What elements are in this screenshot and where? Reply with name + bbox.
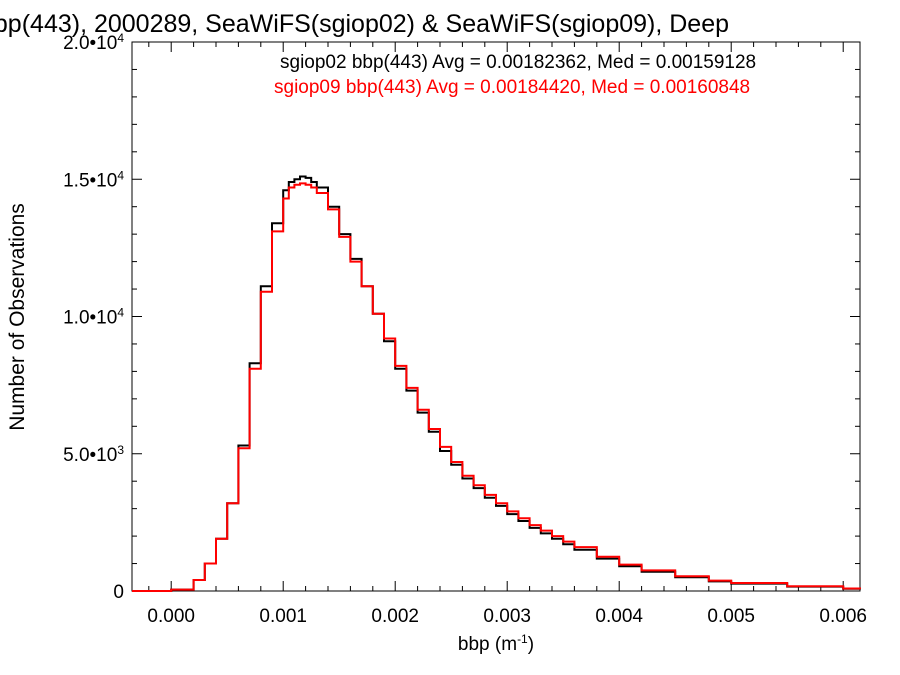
y-axis-ticks: 0 5.0•103 1.0•104 1.5•104 2.0•104 (63, 31, 860, 603)
x-tick-label: 0.006 (819, 606, 867, 627)
y-tick-label: 0 (113, 582, 124, 603)
series-sgiop09-line (132, 182, 861, 592)
x-axis-ticks: 0.000 0.001 0.002 0.003 0.004 0.005 0.006 (147, 42, 867, 627)
x-tick-label: 0.005 (707, 606, 755, 627)
legend-entry-sgiop09: sgiop09 bbp(443) Avg = 0.00184420, Med =… (274, 77, 751, 98)
x-tick-label: 0.002 (371, 606, 419, 627)
x-tick-label: 0.001 (259, 606, 307, 627)
x-tick-label: 0.003 (483, 606, 531, 627)
x-tick-label: 0.004 (595, 606, 643, 627)
y-tick-label: 2.0•104 (63, 31, 124, 54)
plot-frame (131, 41, 861, 592)
chart-title: bbp(443), 2000289, SeaWiFS(sgiop02) & Se… (0, 10, 730, 38)
series-sgiop02-line (132, 175, 861, 592)
y-tick-label: 1.0•104 (63, 306, 124, 329)
histogram-series (132, 175, 861, 592)
x-axis-label: bbp (m-1) (458, 632, 534, 655)
y-axis-label: Number of Observations (6, 203, 29, 431)
y-tick-label: 1.5•104 (63, 168, 124, 191)
x-tick-label: 0.000 (147, 606, 195, 627)
legend-entry-sgiop02: sgiop02 bbp(443) Avg = 0.00182362, Med =… (280, 52, 757, 73)
y-tick-label: 5.0•103 (63, 443, 124, 466)
